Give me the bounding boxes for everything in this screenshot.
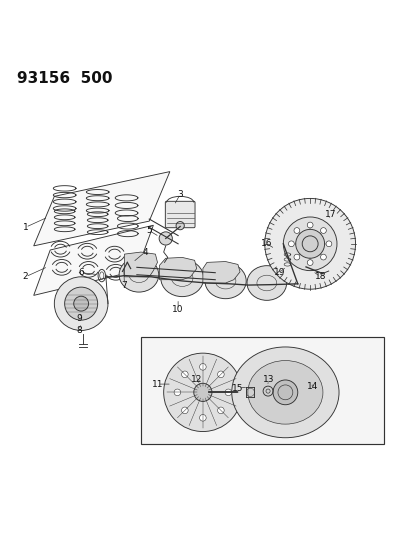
Text: 14: 14	[306, 382, 317, 391]
Ellipse shape	[160, 260, 203, 297]
Circle shape	[320, 228, 325, 233]
Text: 15: 15	[232, 384, 243, 393]
Polygon shape	[159, 257, 196, 280]
Text: 9: 9	[76, 313, 82, 322]
Circle shape	[193, 383, 211, 401]
Circle shape	[325, 241, 331, 247]
Circle shape	[199, 415, 206, 421]
FancyBboxPatch shape	[165, 201, 195, 228]
Text: 4: 4	[142, 247, 147, 256]
Circle shape	[176, 222, 184, 230]
Text: 8: 8	[76, 326, 82, 335]
Circle shape	[288, 241, 294, 247]
Polygon shape	[202, 262, 240, 283]
Ellipse shape	[247, 361, 322, 424]
Circle shape	[159, 232, 172, 245]
Ellipse shape	[231, 347, 338, 438]
Ellipse shape	[247, 265, 286, 300]
Circle shape	[272, 380, 297, 405]
Circle shape	[174, 389, 180, 395]
Circle shape	[306, 222, 312, 228]
Text: 11: 11	[152, 379, 163, 389]
Ellipse shape	[119, 257, 158, 292]
Polygon shape	[124, 252, 157, 277]
Text: 13: 13	[263, 375, 274, 384]
Circle shape	[264, 198, 355, 289]
Bar	[141, 337, 384, 444]
Circle shape	[293, 228, 299, 233]
Text: 93156  500: 93156 500	[17, 70, 112, 85]
Circle shape	[163, 353, 242, 432]
Circle shape	[217, 407, 224, 414]
Circle shape	[64, 287, 97, 320]
Circle shape	[54, 277, 108, 330]
Circle shape	[181, 407, 188, 414]
Circle shape	[306, 260, 312, 265]
Text: 17: 17	[324, 211, 336, 220]
Circle shape	[74, 296, 88, 311]
Circle shape	[320, 254, 325, 260]
Circle shape	[282, 217, 336, 271]
Text: 6: 6	[78, 268, 84, 277]
Text: 3: 3	[177, 190, 183, 199]
Circle shape	[199, 364, 206, 370]
Circle shape	[217, 371, 224, 378]
Circle shape	[181, 371, 188, 378]
Polygon shape	[33, 225, 153, 295]
Circle shape	[225, 389, 231, 395]
Circle shape	[293, 254, 299, 260]
Circle shape	[295, 229, 324, 259]
Text: 12: 12	[190, 375, 202, 384]
Text: 1: 1	[23, 223, 28, 232]
Text: 18: 18	[314, 272, 325, 281]
Polygon shape	[33, 172, 169, 246]
Ellipse shape	[204, 263, 246, 298]
Text: 2: 2	[23, 272, 28, 281]
Text: 10: 10	[172, 305, 183, 314]
Text: 19: 19	[273, 268, 284, 277]
Text: 16: 16	[261, 239, 272, 248]
Text: 5: 5	[146, 226, 152, 235]
Text: 7: 7	[121, 280, 127, 289]
